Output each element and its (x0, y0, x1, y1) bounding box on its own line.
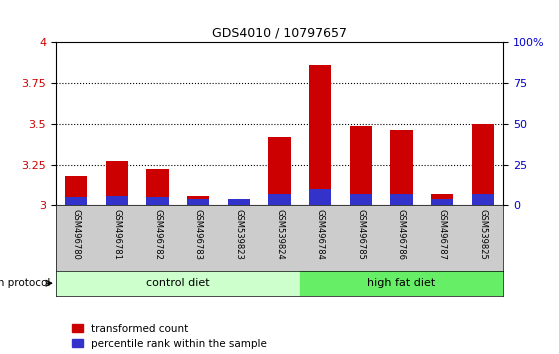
Text: growth protocol: growth protocol (0, 278, 50, 288)
Bar (472, 194, 494, 205)
Bar (390, 194, 413, 205)
Bar (187, 199, 210, 205)
Bar (390, 130, 413, 205)
Bar (228, 200, 250, 205)
Title: GDS4010 / 10797657: GDS4010 / 10797657 (212, 27, 347, 40)
Bar (431, 194, 453, 205)
Bar (228, 199, 250, 205)
Text: GSM496785: GSM496785 (356, 209, 366, 259)
Text: GSM539824: GSM539824 (275, 209, 284, 259)
Bar (65, 197, 87, 205)
Text: GSM496784: GSM496784 (316, 209, 325, 259)
Text: high fat diet: high fat diet (367, 278, 435, 288)
Bar (146, 170, 169, 205)
Legend: transformed count, percentile rank within the sample: transformed count, percentile rank withi… (72, 324, 267, 349)
Bar (187, 195, 210, 205)
Text: control diet: control diet (146, 278, 210, 288)
Text: GSM496780: GSM496780 (72, 209, 80, 259)
Bar (300, 271, 503, 296)
Bar (268, 137, 291, 205)
Bar (431, 199, 453, 205)
Text: GSM496782: GSM496782 (153, 209, 162, 259)
Text: GSM496783: GSM496783 (193, 209, 203, 259)
Bar (472, 124, 494, 205)
Bar (106, 161, 128, 205)
Bar (106, 195, 128, 205)
Bar (56, 271, 300, 296)
Bar (309, 65, 331, 205)
Bar (309, 189, 331, 205)
Text: GSM496787: GSM496787 (438, 209, 447, 259)
Bar (146, 197, 169, 205)
Text: GSM539823: GSM539823 (234, 209, 243, 259)
Bar (268, 194, 291, 205)
Bar (65, 176, 87, 205)
Bar (349, 126, 372, 205)
Text: GSM496786: GSM496786 (397, 209, 406, 259)
Text: GSM496781: GSM496781 (112, 209, 121, 259)
Bar (349, 194, 372, 205)
Text: GSM539825: GSM539825 (479, 209, 487, 259)
